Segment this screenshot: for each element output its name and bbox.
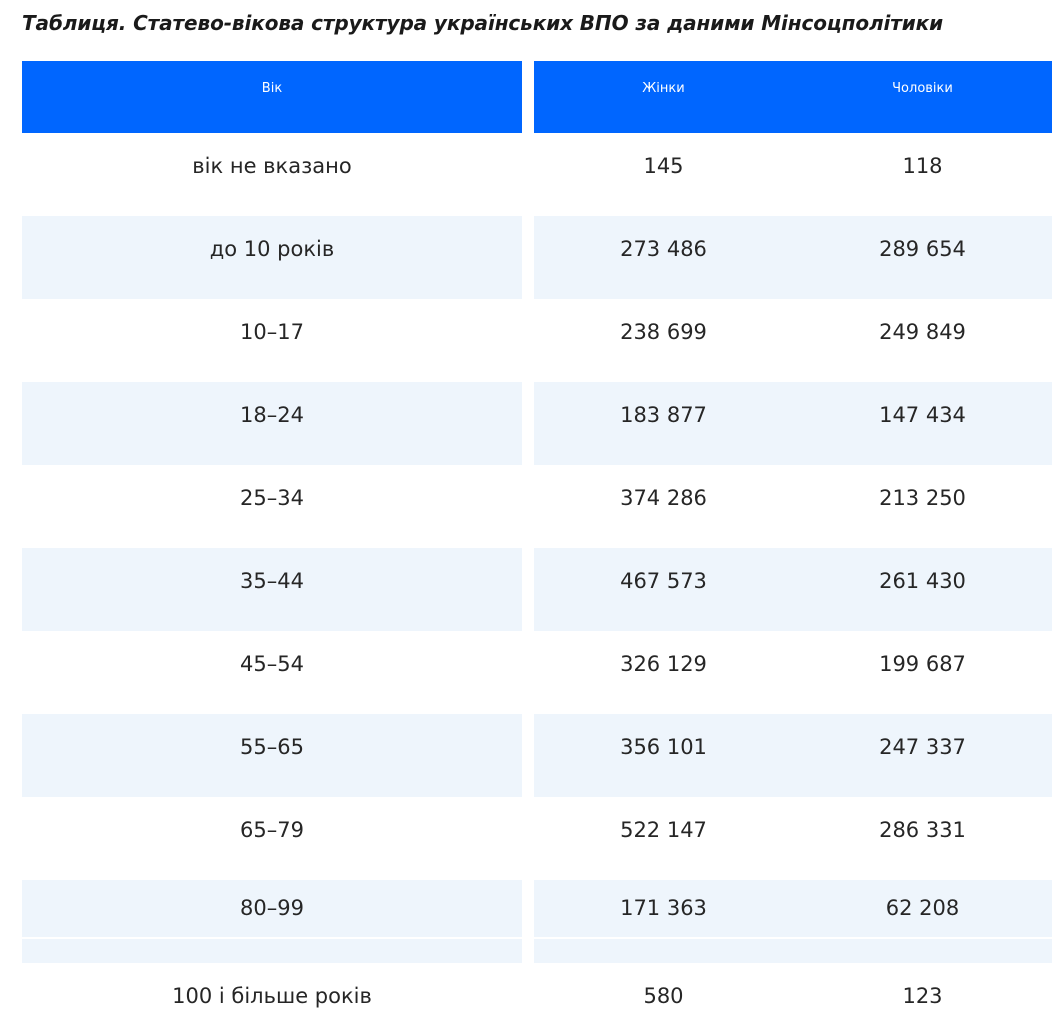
table-row: 45–54 326 129 199 687 — [22, 631, 1052, 714]
table-row: 100 і більше років 580 123 — [22, 963, 1052, 1023]
table-row: 35–44 467 573 261 430 — [22, 548, 1052, 631]
women-cell: 238 699 — [620, 319, 707, 344]
men-cell: 123 — [902, 984, 943, 1008]
header-women: Жінки — [642, 80, 685, 96]
age-sex-table: Вік Жінки Чоловіки вік не вказано 145 11… — [22, 61, 1052, 1023]
men-cell: 286 331 — [879, 817, 966, 842]
women-cell: 171 363 — [620, 895, 707, 920]
age-cell: 35–44 — [22, 548, 522, 631]
women-cell: 467 573 — [620, 568, 707, 593]
women-cell: 356 101 — [620, 734, 707, 759]
table-row: 25–34 374 286 213 250 — [22, 465, 1052, 548]
age-cell: 25–34 — [240, 485, 304, 510]
table-row: вік не вказано 145 118 — [22, 133, 1052, 216]
age-cell: 45–54 — [240, 651, 304, 676]
men-cell: 62 208 — [885, 895, 960, 920]
age-cell: вік не вказано — [192, 153, 352, 178]
women-cell: 522 147 — [620, 817, 707, 842]
table-row: 55–65 356 101 247 337 — [22, 714, 1052, 797]
age-cell: 10–17 — [240, 319, 304, 344]
men-cell: 289 654 — [879, 236, 966, 261]
women-cell: 374 286 — [620, 485, 707, 510]
men-cell: 213 250 — [879, 485, 966, 510]
women-cell: 273 486 — [620, 236, 707, 261]
men-cell: 118 — [902, 153, 943, 178]
men-cell: 199 687 — [879, 651, 966, 676]
table-row: 80–99 171 363 62 208 — [22, 880, 1052, 963]
table-row: 18–24 183 877 147 434 — [22, 382, 1052, 465]
women-cell: 580 — [643, 984, 684, 1008]
age-cell: 80–99 — [22, 880, 522, 963]
men-cell: 261 430 — [879, 568, 966, 593]
header-age: Вік — [22, 61, 522, 133]
table-row: 65–79 522 147 286 331 — [22, 797, 1052, 880]
men-cell: 147 434 — [879, 402, 966, 427]
women-cell: 326 129 — [620, 651, 707, 676]
age-cell: 65–79 — [240, 817, 304, 842]
table-row: до 10 років 273 486 289 654 — [22, 216, 1052, 299]
table-row: 10–17 238 699 249 849 — [22, 299, 1052, 382]
age-cell: 18–24 — [22, 382, 522, 465]
men-cell: 247 337 — [879, 734, 966, 759]
men-cell: 249 849 — [879, 319, 966, 344]
age-cell: до 10 років — [22, 216, 522, 299]
table-title: Таблиця. Статево-вікова структура україн… — [22, 11, 944, 35]
age-cell: 100 і більше років — [172, 984, 372, 1008]
women-cell: 183 877 — [620, 402, 707, 427]
age-cell: 55–65 — [22, 714, 522, 797]
table-header-row: Вік Жінки Чоловіки — [22, 61, 1052, 133]
header-men: Чоловіки — [892, 80, 953, 96]
women-cell: 145 — [643, 153, 684, 178]
